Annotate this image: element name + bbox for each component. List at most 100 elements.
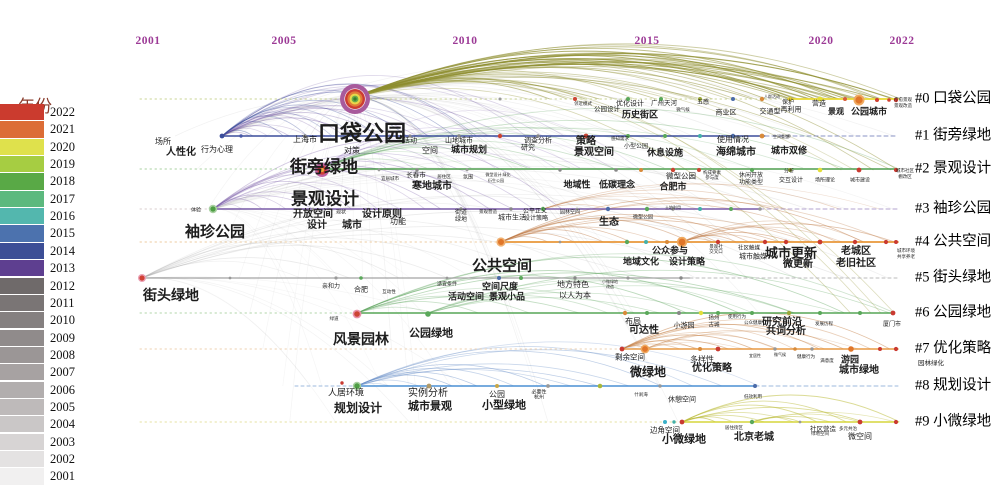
keyword-node	[459, 207, 463, 211]
link-arc	[644, 343, 699, 350]
link-arc	[321, 140, 614, 169]
keyword-label: 氛围	[462, 175, 474, 181]
link-arc	[356, 253, 896, 314]
keyword-label: 城市更新	[764, 245, 818, 261]
link-arc	[221, 131, 251, 137]
keyword-label: 景观空间	[574, 147, 614, 158]
link-arc	[321, 143, 471, 169]
link-arc	[212, 175, 699, 210]
link-arc	[321, 147, 528, 169]
link-arc	[141, 277, 410, 423]
keyword-node	[716, 311, 720, 315]
keyword-node	[334, 276, 338, 280]
keyword-node	[379, 207, 383, 211]
legend-year-label: 2001	[50, 469, 75, 484]
keyword-node	[788, 168, 792, 172]
link-arc	[212, 208, 383, 387]
legend-year-label: 2011	[50, 295, 75, 310]
keyword-label: 使用行为	[728, 313, 746, 319]
link-arc	[212, 195, 314, 210]
link-arc	[321, 132, 665, 169]
keyword-node	[425, 311, 431, 317]
cluster-label-0: #0 口袋公园	[915, 90, 992, 107]
legend-year-label: 2016	[50, 209, 75, 224]
keyword-label: 边角空间	[650, 425, 680, 435]
link-arc	[321, 144, 571, 169]
link-arc	[321, 157, 387, 169]
link-arc	[644, 341, 744, 350]
keyword-node	[659, 97, 663, 101]
keyword-label: 城市社区	[896, 167, 914, 173]
legend-year-label: 2003	[50, 434, 75, 449]
keyword-node	[497, 276, 501, 280]
keyword-node	[663, 420, 667, 424]
link-arc	[500, 226, 631, 243]
cluster-label-1: #1 街旁绿地	[915, 127, 992, 144]
keyword-node	[887, 98, 891, 102]
keyword-label: 公园绿地	[409, 327, 453, 340]
link-arc	[221, 105, 455, 137]
link-arc	[356, 256, 845, 314]
keyword-node	[671, 207, 675, 211]
link-arc	[354, 97, 761, 315]
keyword-label: 海绵城市	[716, 147, 756, 158]
keyword-label: 分析	[783, 169, 795, 175]
keyword-label: 微绿地	[629, 365, 667, 379]
legend-swatch-2022	[0, 104, 44, 121]
keyword-node	[697, 168, 701, 172]
keyword-label: 城市生活	[498, 213, 526, 222]
keyword-node	[665, 240, 669, 244]
link-arc	[321, 146, 443, 169]
keyword-label: 微气候	[774, 352, 786, 357]
link-arc	[221, 89, 779, 137]
link-arc	[221, 76, 811, 137]
keyword-label: 设计	[307, 220, 327, 231]
link-arc	[621, 324, 845, 350]
keyword-node	[239, 134, 243, 138]
link-arc	[212, 160, 490, 210]
link-arc	[354, 61, 880, 100]
keyword-label: 共享养老	[897, 253, 915, 259]
link-arc	[356, 295, 530, 314]
link-arc	[354, 43, 901, 100]
keyword-label: 场所理论	[814, 178, 836, 184]
keyword-node	[786, 310, 792, 316]
link-arc	[500, 215, 811, 243]
keyword-label: 小型绿地	[482, 399, 526, 412]
link-arc	[221, 107, 355, 137]
legend-year-label: 2006	[50, 382, 75, 397]
cluster-label-9: #9 小微绿地	[915, 413, 992, 430]
keyword-label: 长春市	[406, 171, 426, 179]
keyword-node	[798, 420, 802, 424]
keyword-label: 小游园	[673, 321, 695, 330]
keyword-label: 景观	[828, 107, 844, 116]
keyword-label: 布局	[625, 317, 641, 326]
link-arc	[644, 330, 825, 350]
keyword-label: 保护	[781, 100, 795, 106]
keyword-label: 营造	[812, 99, 826, 108]
link-arc	[354, 62, 874, 171]
legend-swatch-2001	[0, 468, 44, 485]
link-arc	[354, 98, 603, 243]
keyword-node	[210, 206, 216, 212]
keyword-label: 现状	[335, 210, 347, 216]
link-arc	[321, 151, 472, 169]
link-arc	[621, 339, 729, 350]
keyword-label: 适宜条件	[436, 282, 458, 288]
keyword-node	[626, 134, 630, 138]
keyword-node	[644, 240, 648, 244]
link-arc	[141, 195, 797, 279]
legend-year-label: 2012	[50, 278, 75, 293]
keyword-label: 景观社	[709, 243, 723, 249]
link-arc	[221, 85, 656, 137]
link-arc	[221, 127, 268, 137]
keyword-label: 设计原则	[362, 209, 402, 220]
keyword-label: 人居环境	[327, 387, 365, 398]
link-arc	[221, 113, 345, 137]
legend-year-label: 2020	[50, 139, 75, 154]
legend-swatch-2010	[0, 312, 44, 329]
keyword-node	[626, 276, 630, 280]
legend-swatch-2019	[0, 156, 44, 173]
keyword-label: 衍生公园	[488, 178, 504, 183]
keyword-node	[626, 97, 630, 101]
